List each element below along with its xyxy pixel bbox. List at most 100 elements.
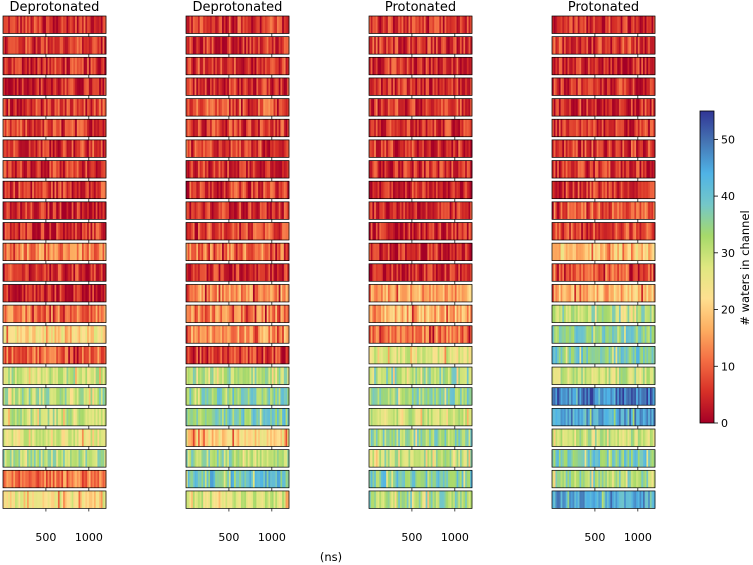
heatmap-cell <box>246 243 249 261</box>
heatmap-cell <box>567 77 570 96</box>
heatmap-cell <box>244 367 247 385</box>
heatmap-cell <box>401 139 404 158</box>
heatmap-cell <box>100 367 103 385</box>
heatmap-cell <box>442 160 445 179</box>
heatmap-cell <box>222 367 225 385</box>
heatmap-cell <box>459 119 463 137</box>
heatmap-cell <box>223 263 226 282</box>
heatmap-cell <box>223 119 226 137</box>
heatmap-cell <box>287 119 290 137</box>
heatmap-cell <box>216 305 220 323</box>
heatmap-cell <box>16 284 19 302</box>
heatmap-cell <box>92 470 95 488</box>
heatmap-cell <box>235 346 238 364</box>
heatmap-row <box>551 118 656 140</box>
heatmap-cell <box>211 77 214 96</box>
heatmap-cell <box>282 36 285 55</box>
heatmap-cell <box>71 201 74 220</box>
heatmap-cell <box>93 429 97 447</box>
heatmap-cell <box>11 470 14 488</box>
heatmap-cell <box>582 98 586 117</box>
heatmap-cell <box>468 139 471 158</box>
heatmap-cell <box>584 77 587 96</box>
heatmap-cell <box>387 470 390 488</box>
heatmap-cell <box>435 36 439 55</box>
heatmap-cell <box>465 490 468 509</box>
heatmap-cell <box>420 36 423 55</box>
heatmap-cell <box>20 490 23 509</box>
heatmap-cell <box>399 98 403 117</box>
heatmap-cell <box>374 243 377 261</box>
heatmap-cell <box>261 387 264 406</box>
heatmap-cell <box>237 222 240 240</box>
heatmap-cell <box>449 325 452 344</box>
heatmap-cell <box>415 346 418 364</box>
heatmap-cell <box>391 305 394 323</box>
heatmap-cell <box>100 305 103 323</box>
heatmap-cell <box>42 263 45 282</box>
heatmap-cell <box>27 490 30 509</box>
heatmap-cell <box>213 36 216 55</box>
heatmap-cell <box>252 222 256 240</box>
heatmap-cell <box>54 449 57 468</box>
heatmap-cell <box>54 263 57 282</box>
heatmap-cell <box>418 387 421 406</box>
heatmap-cell <box>429 139 432 158</box>
heatmap-cell <box>71 160 74 179</box>
heatmap-cell <box>261 201 264 220</box>
heatmap-cell <box>271 387 274 406</box>
heatmap-cell <box>381 98 384 117</box>
heatmap-cell <box>375 408 378 426</box>
heatmap-cell <box>399 429 403 447</box>
heatmap-cell <box>25 57 28 75</box>
heatmap-cell <box>401 490 404 509</box>
heatmap-cell <box>415 57 418 75</box>
heatmap-cell <box>444 77 447 96</box>
heatmap-cell <box>591 36 594 55</box>
heatmap-cell <box>28 387 31 406</box>
heatmap-cell <box>20 367 23 385</box>
heatmap-cell <box>208 160 211 179</box>
heatmap-cell <box>258 181 261 199</box>
heatmap-cell <box>97 139 100 158</box>
heatmap-cell <box>258 367 261 385</box>
heatmap-cell <box>276 346 280 364</box>
heatmap-cell <box>4 119 7 137</box>
heatmap-cell <box>451 470 454 488</box>
row-frame <box>368 160 473 179</box>
heatmap-cell <box>100 243 103 261</box>
heatmap-cell <box>23 181 26 199</box>
heatmap-cell <box>218 346 221 364</box>
heatmap-cell <box>446 160 449 179</box>
heatmap-cell <box>71 305 74 323</box>
heatmap-cell <box>227 429 230 447</box>
heatmap-cell <box>264 139 268 158</box>
heatmap-cell <box>417 77 420 96</box>
heatmap-cell <box>615 36 618 55</box>
heatmap-cell <box>16 57 19 75</box>
heatmap-cell <box>384 325 387 344</box>
heatmap-cell <box>230 201 233 220</box>
heatmap-cell <box>581 16 584 34</box>
heatmap-row <box>551 56 656 78</box>
heatmap-cell <box>3 98 6 117</box>
heatmap-cell <box>88 367 91 385</box>
heatmap-cell <box>54 139 57 158</box>
heatmap-cell <box>23 263 26 282</box>
heatmap-cell <box>263 305 266 323</box>
heatmap-cell <box>8 387 11 406</box>
heatmap-cell <box>246 139 249 158</box>
heatmap-cell <box>57 98 61 117</box>
heatmap-cell <box>228 243 232 261</box>
heatmap-cell <box>71 284 74 302</box>
heatmap-cell <box>64 36 67 55</box>
heatmap-cell <box>39 201 42 220</box>
heatmap-cell <box>187 387 190 406</box>
heatmap-cell <box>441 346 444 364</box>
heatmap-cell <box>81 470 85 488</box>
heatmap-cell <box>87 367 90 385</box>
heatmap-cell <box>87 139 90 158</box>
heatmap-cell <box>422 325 425 344</box>
heatmap-cell <box>56 16 59 34</box>
heatmap-cell <box>637 98 640 117</box>
